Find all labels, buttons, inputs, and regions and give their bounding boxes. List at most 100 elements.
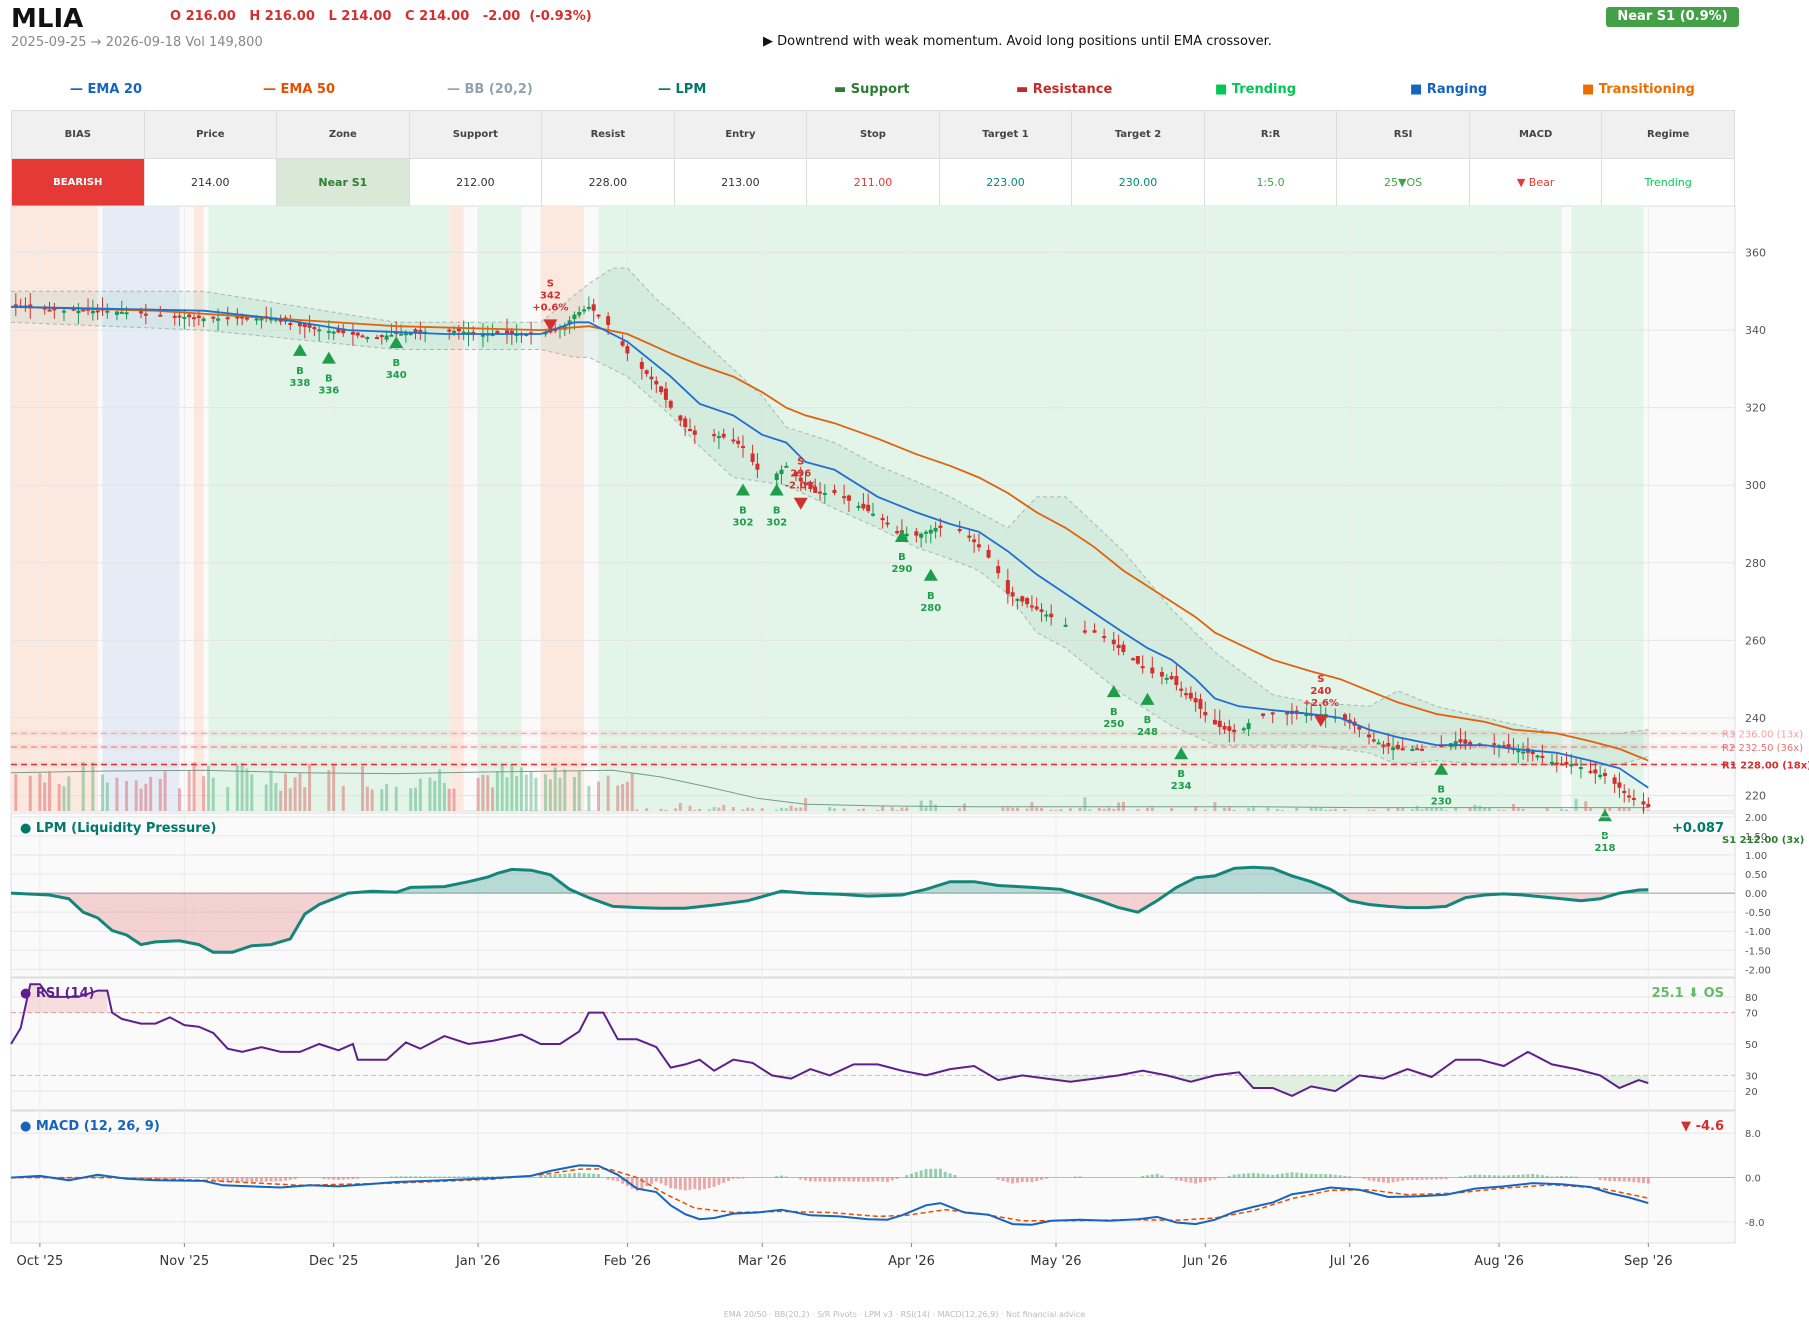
sr-level-zone xyxy=(11,730,1735,737)
regime-band-trending xyxy=(1571,206,1644,811)
lpm-area-segment xyxy=(1446,893,1451,907)
volume-bar xyxy=(741,809,745,811)
lpm-area-segment xyxy=(295,893,300,931)
rsi-oversold-fill xyxy=(1272,1075,1278,1090)
macd-histogram-bar xyxy=(471,1176,475,1178)
bollinger-upper xyxy=(11,267,1649,734)
lpm-area-segment xyxy=(174,893,180,941)
sr-level-label: R1 228.00 (18x) xyxy=(1722,760,1809,771)
macd-histogram-bar xyxy=(683,1177,687,1191)
volume-bar xyxy=(1001,807,1005,811)
macd-histogram-bar xyxy=(1381,1177,1385,1183)
macd-histogram-bar xyxy=(1179,1177,1183,1182)
volume-bar xyxy=(688,805,692,811)
lpm-area-segment xyxy=(83,893,89,915)
macd-tick-label: -8.0 xyxy=(1745,1218,1765,1229)
macd-histogram-bar xyxy=(428,1176,432,1178)
macd-histogram-bar xyxy=(1343,1175,1347,1178)
volume-bar xyxy=(67,776,71,811)
volume-bar xyxy=(664,809,668,811)
rsi-oversold-fill xyxy=(1316,1075,1321,1089)
candle-body xyxy=(1646,803,1651,808)
volume-bar xyxy=(481,774,485,811)
candle-body xyxy=(678,415,683,421)
lpm-tick-label: 0.00 xyxy=(1745,889,1767,900)
volume-bar xyxy=(269,770,273,811)
volume-bar xyxy=(1145,807,1149,811)
lpm-area-segment xyxy=(169,893,175,942)
volume-bar xyxy=(1401,808,1405,811)
macd-histogram-bar xyxy=(173,1177,177,1179)
price-tick-label: 220 xyxy=(1745,789,1766,802)
macd-histogram-bar xyxy=(1603,1177,1607,1181)
candle-body xyxy=(1419,748,1424,751)
volume-bar xyxy=(1203,809,1207,811)
candle-body xyxy=(201,318,206,322)
volume-bar xyxy=(178,788,182,811)
candle-body xyxy=(509,330,514,334)
volume-bar xyxy=(630,773,634,811)
signal-label: B 248 xyxy=(1137,715,1158,738)
macd-histogram-bar xyxy=(722,1177,726,1183)
candle-body xyxy=(273,318,278,321)
macd-value: ▼ Bear xyxy=(1468,158,1603,207)
candle-body xyxy=(1559,763,1564,766)
candle-body xyxy=(307,323,312,328)
candle-body xyxy=(302,324,307,327)
macd-histogram-bar xyxy=(1536,1174,1540,1178)
lpm-area-segment xyxy=(482,877,488,894)
rsi-overbought-fill xyxy=(78,995,84,1013)
candle-body xyxy=(90,310,95,314)
candle-body xyxy=(365,337,370,340)
macd-histogram-bar xyxy=(1285,1172,1289,1178)
macd-histogram-bar xyxy=(1227,1175,1231,1178)
volume-bar xyxy=(1112,808,1116,811)
signal-label: S 240 +2.6% xyxy=(1303,674,1339,709)
signal-label: B 230 xyxy=(1431,785,1452,808)
candle-body xyxy=(1227,726,1232,731)
sr-level-zone xyxy=(11,744,1735,751)
candle-body xyxy=(1631,797,1636,800)
candle-body xyxy=(1203,711,1208,716)
volume-bar xyxy=(226,787,230,811)
lpm-area-segment xyxy=(1359,893,1365,904)
candle-body xyxy=(774,473,779,480)
candle-body xyxy=(1386,743,1391,747)
macd-histogram-bar xyxy=(1540,1175,1544,1178)
lpm-tick-label: 2.00 xyxy=(1745,813,1767,824)
volume-bar xyxy=(572,776,576,811)
volume-bar xyxy=(775,809,779,811)
candle-body xyxy=(1381,744,1386,747)
candle-body xyxy=(1521,751,1526,754)
legend-trending: ■ Trending xyxy=(1215,82,1297,97)
buy-signal-marker xyxy=(1106,685,1121,698)
volume-bar xyxy=(548,779,552,811)
volume-bar xyxy=(380,789,384,811)
macd-histogram-bar xyxy=(322,1177,326,1179)
lpm-area-segment xyxy=(1373,893,1379,906)
price-tick-label: 240 xyxy=(1745,712,1766,725)
candle-body xyxy=(1217,720,1222,727)
macd-histogram-bar xyxy=(1242,1173,1246,1178)
signal-label: B 250 xyxy=(1103,707,1124,730)
candle-body xyxy=(1029,605,1034,608)
sell-signal-marker xyxy=(543,319,558,332)
candle-body xyxy=(81,309,86,312)
macd-histogram-bar xyxy=(712,1177,716,1187)
lpm-area-segment xyxy=(1354,893,1360,903)
macd-histogram-bar xyxy=(1006,1177,1010,1183)
buy-signal-marker xyxy=(292,343,307,356)
candle-body xyxy=(1617,782,1622,788)
bias-value: BEARISH xyxy=(11,158,145,207)
lpm-area-segment xyxy=(978,882,984,894)
candle-body xyxy=(105,310,110,313)
candle-body xyxy=(808,481,813,490)
candle-body xyxy=(350,331,355,335)
rsi-oversold-fill xyxy=(1619,1075,1625,1088)
macd-histogram-bar xyxy=(168,1177,172,1179)
volume-bar xyxy=(1054,809,1058,811)
macd-histogram-bar xyxy=(1642,1177,1646,1184)
macd-histogram-bar xyxy=(1271,1174,1275,1178)
candle-body xyxy=(1492,743,1497,746)
volume-bar xyxy=(1040,807,1044,811)
